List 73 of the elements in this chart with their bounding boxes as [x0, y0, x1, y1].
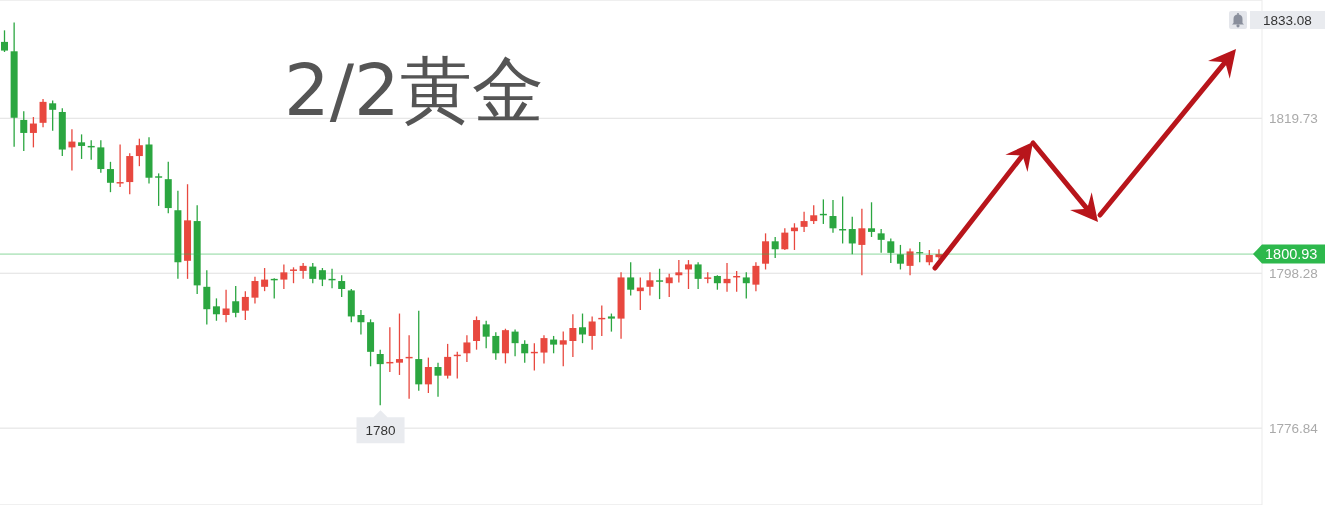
candlestick [559, 330, 567, 367]
candlestick [482, 320, 490, 349]
candlestick [723, 262, 731, 293]
candlestick [906, 247, 914, 276]
candlestick [155, 172, 163, 207]
candlestick [684, 259, 692, 290]
candlestick [338, 274, 346, 298]
candlestick [434, 362, 442, 398]
candlestick [222, 289, 230, 323]
candlestick [762, 232, 770, 271]
candlestick [694, 261, 702, 290]
candlestick [868, 201, 876, 238]
ref-line-label: 1800.93 [1265, 246, 1318, 263]
candlestick [280, 263, 288, 290]
candlestick [78, 133, 86, 160]
candlestick [579, 312, 587, 344]
candlestick [424, 356, 432, 394]
candlestick [106, 161, 114, 193]
candlestick [444, 343, 452, 380]
y-tick-label: 1776.84 [1269, 420, 1319, 436]
candlestick [39, 98, 47, 128]
candlestick [627, 261, 635, 297]
candlestick [232, 285, 240, 318]
candlestick [935, 248, 943, 260]
candlestick [241, 290, 249, 321]
candlestick [299, 262, 307, 280]
candlestick [665, 273, 673, 298]
candlestick [800, 211, 808, 233]
y-tick-label: 1819.73 [1269, 111, 1318, 127]
candlestick [395, 312, 403, 376]
candlestick [569, 313, 577, 358]
candlestick [540, 334, 548, 365]
candlestick [49, 99, 57, 132]
candlestick [20, 110, 28, 152]
candlestick [261, 267, 269, 292]
candlestick [511, 328, 519, 357]
text: 2/2黄金 [284, 48, 544, 132]
candlestick [896, 244, 904, 271]
candlestick [656, 268, 664, 300]
candlestick [752, 261, 760, 292]
candlestick [771, 236, 779, 259]
candlestick [97, 139, 105, 174]
candlestick [877, 228, 885, 254]
candlestick [848, 216, 856, 255]
candlestick [251, 276, 259, 305]
candlestick [203, 269, 211, 326]
candlestick [829, 199, 837, 234]
candlestick [1, 29, 8, 53]
y-tick-label: 1798.28 [1269, 266, 1318, 282]
candlestick [492, 331, 500, 361]
candlestick [646, 271, 654, 297]
candlestick [887, 237, 895, 264]
annotation: 1780 [365, 423, 396, 439]
candlestick [463, 334, 471, 363]
candlestick [675, 259, 683, 284]
candlestick [212, 297, 220, 322]
candlestick [781, 227, 789, 251]
candlestick [858, 208, 866, 276]
candlestick [521, 339, 529, 364]
candlestick [588, 315, 596, 351]
candlestick [29, 116, 37, 149]
candlestick [318, 267, 326, 287]
candlestick [357, 309, 365, 336]
candlestick [501, 328, 509, 365]
candlestick [810, 204, 818, 225]
candlestick [116, 143, 124, 188]
candlestick [607, 312, 615, 333]
text: 1833.08 [1263, 13, 1312, 28]
candlestick [309, 262, 317, 284]
candlestick [135, 138, 143, 167]
candlestick [473, 315, 481, 351]
candlestick [742, 271, 750, 300]
candlestick [376, 349, 384, 406]
